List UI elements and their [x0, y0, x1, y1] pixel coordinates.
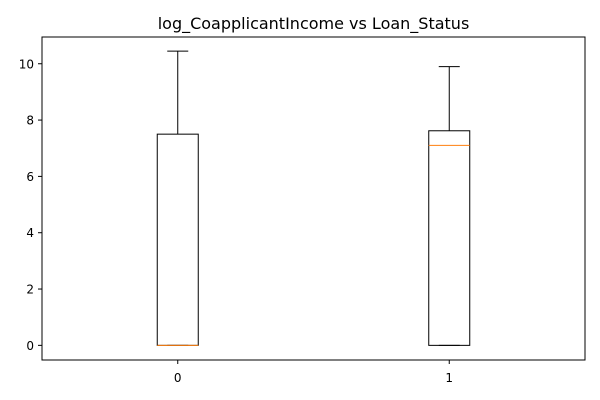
y-tick-label: 2: [26, 283, 34, 297]
chart-title: log_CoapplicantIncome vs Loan_Status: [158, 14, 470, 34]
plot-area: 0 2 4 6 8 10 0 1: [19, 50, 471, 385]
axes-frame: [41, 36, 586, 361]
y-tick-label: 4: [26, 226, 34, 240]
y-tick-label: 6: [26, 170, 34, 184]
x-tick-label: 0: [174, 371, 182, 385]
y-tick-label: 0: [26, 339, 34, 353]
x-tick-label: 1: [445, 371, 453, 385]
y-tick-label: 10: [19, 57, 34, 71]
y-tick-label: 8: [26, 114, 34, 128]
box-1: [428, 130, 471, 346]
